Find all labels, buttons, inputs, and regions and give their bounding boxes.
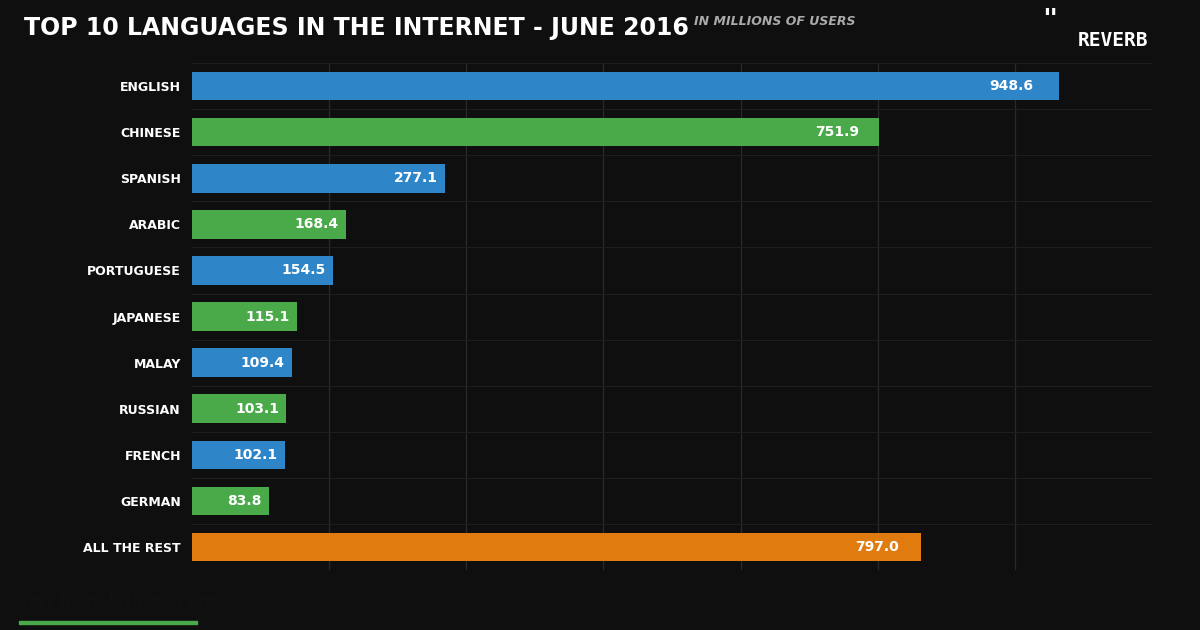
Text: REVERB: REVERB xyxy=(1078,32,1148,50)
Text: ": " xyxy=(1043,7,1057,31)
Bar xyxy=(192,210,346,239)
Bar xyxy=(192,118,880,146)
Bar xyxy=(192,348,292,377)
Text: 115.1: 115.1 xyxy=(246,309,290,324)
Text: IN MILLIONS OF USERS: IN MILLIONS OF USERS xyxy=(694,15,856,28)
Text: DayTranslations.com: DayTranslations.com xyxy=(22,593,216,610)
Bar xyxy=(192,440,286,469)
Text: 109.4: 109.4 xyxy=(241,356,284,370)
Text: 168.4: 168.4 xyxy=(294,217,338,231)
Text: 83.8: 83.8 xyxy=(227,494,262,508)
Bar xyxy=(192,487,269,515)
Text: TOP 10 LANGUAGES IN THE INTERNET - JUNE 2016: TOP 10 LANGUAGES IN THE INTERNET - JUNE … xyxy=(24,16,689,40)
Bar xyxy=(192,394,287,423)
Text: 751.9: 751.9 xyxy=(815,125,859,139)
Bar xyxy=(192,256,334,285)
Text: 797.0: 797.0 xyxy=(856,540,899,554)
Bar xyxy=(192,164,445,193)
Text: 103.1: 103.1 xyxy=(235,402,278,416)
Text: 948.6: 948.6 xyxy=(989,79,1033,93)
Bar xyxy=(192,72,1060,100)
Bar xyxy=(19,621,197,624)
Bar xyxy=(192,302,298,331)
Text: 277.1: 277.1 xyxy=(394,171,438,185)
Bar xyxy=(192,533,920,561)
Text: 102.1: 102.1 xyxy=(234,448,278,462)
Text: 154.5: 154.5 xyxy=(282,263,326,277)
